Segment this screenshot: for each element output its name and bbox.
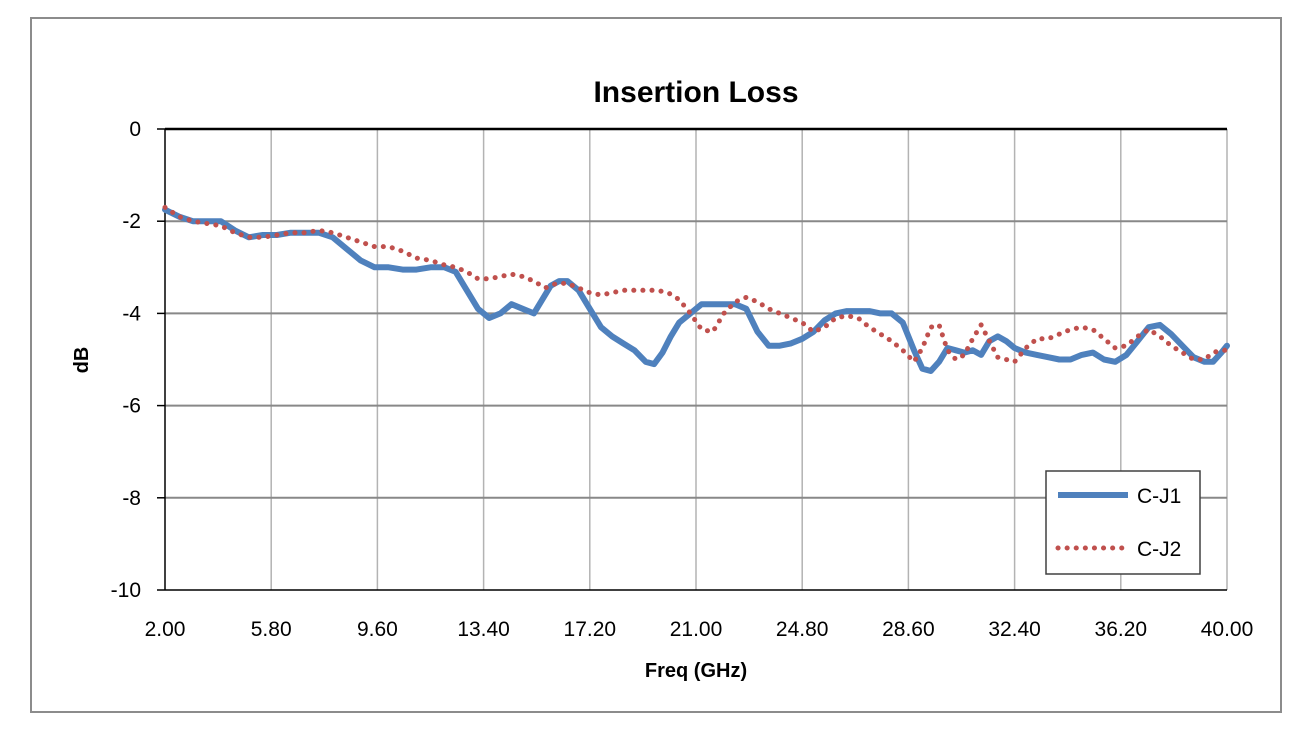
x-tick-label: 21.00 — [670, 618, 723, 641]
y-tick-label: -2 — [122, 210, 141, 233]
legend-label-c-j2: C-J2 — [1137, 538, 1181, 561]
y-tick-label: -8 — [122, 487, 141, 510]
y-tick-label: -6 — [122, 395, 141, 418]
x-tick-labels: 2.00 5.80 9.60 13.40 17.20 21.00 24.80 28.60 32.… — [145, 618, 1254, 641]
legend-box — [1045, 470, 1201, 575]
series-line-c-j2 — [162, 204, 1230, 365]
x-tick-label: 17.20 — [564, 618, 617, 641]
x-axis-label: Freq (GHz) — [645, 660, 747, 682]
y-tick-labels: 0 -2 -4 -6 -8 -10 — [111, 118, 142, 602]
series — [162, 204, 1230, 374]
y-axis-label: dB — [71, 347, 93, 374]
x-tick-label: 36.20 — [1095, 618, 1148, 641]
x-tick-label: 9.60 — [357, 618, 398, 641]
x-tick-label: 2.00 — [145, 618, 186, 641]
chart-svg: Insertion Loss 2.00 5.80 9.60 13.40 17.20 21.… — [71, 76, 1254, 682]
x-tick-label: 40.00 — [1201, 618, 1254, 641]
chart-title: Insertion Loss — [593, 76, 798, 109]
x-tick-label: 13.40 — [457, 618, 510, 641]
x-tick-label: 5.80 — [251, 618, 292, 641]
chart-frame: Insertion Loss 2.00 5.80 9.60 13.40 17.20 21.… — [30, 17, 1282, 713]
x-tick-label: 24.80 — [776, 618, 829, 641]
x-tick-label: 32.40 — [988, 618, 1041, 641]
axes — [157, 127, 1227, 591]
y-tick-label: -10 — [111, 579, 141, 602]
legend: C-J1 C-J2 — [1045, 470, 1201, 575]
y-tick-label: -4 — [122, 302, 141, 325]
x-tick-label: 28.60 — [882, 618, 935, 641]
legend-label-c-j1: C-J1 — [1137, 485, 1181, 508]
series-line-c-j1 — [162, 206, 1230, 374]
y-tick-label: 0 — [129, 118, 141, 141]
